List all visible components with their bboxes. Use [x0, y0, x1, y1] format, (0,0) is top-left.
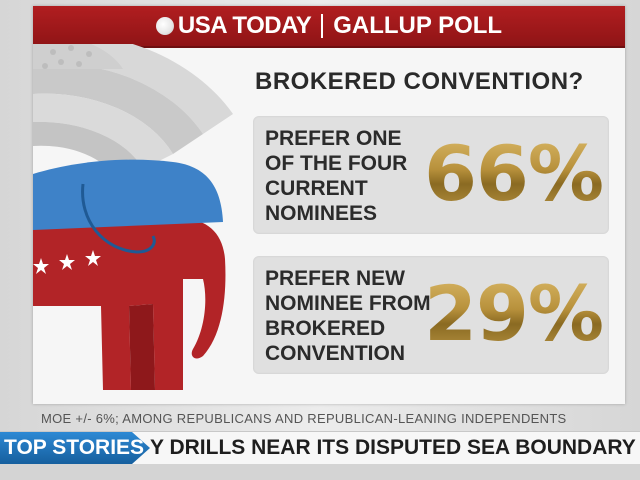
ticker-text: Y DRILLS NEAR ITS DISPUTED SEA BOUNDARY … [150, 436, 640, 459]
bottom-strip [0, 464, 640, 480]
flag-bunting-icon [33, 44, 233, 174]
result-panel: PREFER NEW NOMINEE FROM BROKERED CONVENT… [253, 256, 609, 374]
margin-of-error-note: MOE +/- 6%; AMONG REPUBLICANS AND REPUBL… [41, 411, 567, 426]
question-title: BROKERED CONVENTION? [255, 68, 584, 95]
elephant-icon [33, 159, 226, 390]
result-panel: PREFER ONE OF THE FOUR CURRENT NOMINEES … [253, 116, 609, 234]
result-label: PREFER NEW NOMINEE FROM BROKERED CONVENT… [265, 267, 431, 365]
brand-name: USA TODAY [177, 12, 312, 39]
ticker-tag: TOP STORIES [0, 432, 150, 464]
poll-header: USA TODAY GALLUP POLL [33, 6, 625, 48]
header-divider [321, 14, 324, 38]
result-label: PREFER ONE OF THE FOUR CURRENT NOMINEES [265, 127, 408, 225]
result-percent: 66% [424, 124, 604, 224]
result-percent: 29% [424, 264, 604, 364]
elephant-illustration [33, 44, 233, 390]
poll-name: GALLUP POLL [333, 12, 503, 39]
news-ticker: TOP STORIES Y DRILLS NEAR ITS DISPUTED S… [0, 431, 640, 465]
poll-card: USA TODAY GALLUP POLL [33, 6, 625, 404]
globe-icon [155, 17, 174, 35]
star-icon [33, 250, 101, 274]
